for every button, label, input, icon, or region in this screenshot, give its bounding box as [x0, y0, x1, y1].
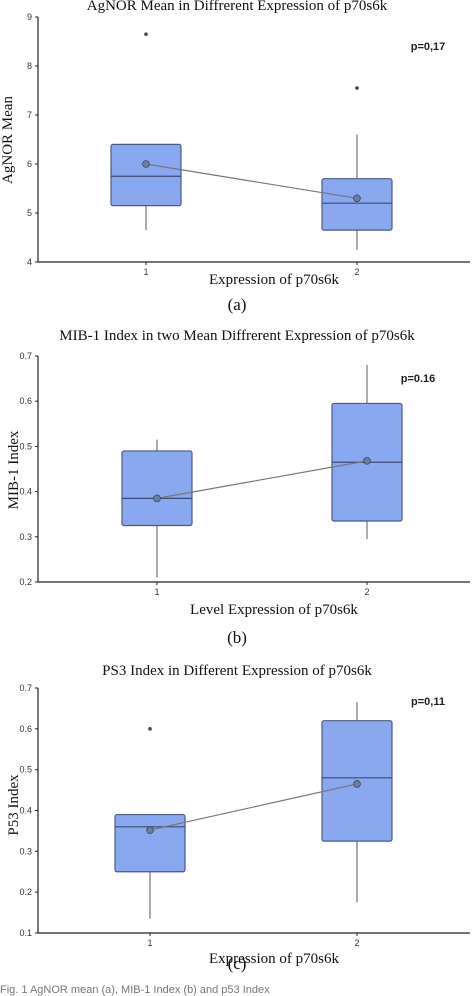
- box-iqr: [321, 178, 393, 231]
- x-axis-label: Expression of p70s6k: [209, 272, 339, 288]
- x-tick-label: 1: [154, 587, 159, 597]
- mean-marker: [146, 826, 154, 834]
- chart-title: AgNOR Mean in Diffrerent Expression of p…: [86, 0, 388, 14]
- mean-connector-line: [145, 163, 358, 199]
- figure-caption: Fig. 1 AgNOR mean (a), MIB-1 Index (b) a…: [0, 984, 270, 996]
- y-tick-label: 0.3: [19, 846, 32, 856]
- mean-marker: [153, 494, 161, 503]
- y-tick-label: 0.6: [19, 396, 32, 406]
- p-value-annotation: p=0,17: [411, 41, 446, 53]
- y-tick-label: 0.1: [19, 928, 32, 938]
- y-tick-label: 0.7: [19, 683, 32, 693]
- y-tick-label: 0.2: [19, 887, 32, 897]
- x-tick-label: 1: [147, 938, 152, 948]
- box-group-2: [321, 86, 393, 250]
- y-tick-label: 8: [27, 61, 32, 71]
- p-value-annotation: p=0.16: [401, 373, 436, 385]
- y-tick-label: 0.7: [19, 351, 32, 361]
- y-tick-label: 0.6: [19, 724, 32, 734]
- mean-connector-line: [156, 460, 368, 499]
- panel-label: (c): [227, 954, 247, 973]
- y-tick-label: 0.2: [19, 577, 32, 587]
- mean-marker: [353, 194, 361, 203]
- y-tick-label: 0.3: [19, 532, 32, 542]
- outlier-point: [144, 32, 148, 36]
- chart-title: MIB-1 Index in two Mean Diffrerent Expre…: [59, 328, 415, 344]
- box-group-2: [321, 702, 393, 903]
- y-axis-label: P53 Index: [6, 774, 22, 836]
- y-tick-label: 5: [27, 208, 32, 218]
- x-axis-label: Expression of p70s6k: [209, 951, 339, 967]
- box-group-1: [110, 32, 182, 231]
- panel-label: (b): [227, 628, 247, 647]
- y-tick-label: 0.5: [19, 441, 32, 451]
- x-tick-label: 2: [354, 267, 359, 277]
- x-tick-label: 2: [354, 938, 359, 948]
- y-tick-label: 0.4: [19, 487, 32, 497]
- box-group-1: [114, 727, 186, 919]
- box-iqr: [110, 143, 182, 207]
- y-tick-label: 6: [27, 159, 32, 169]
- y-tick-label: 7: [27, 110, 32, 120]
- x-tick-label: 2: [364, 587, 369, 597]
- x-axis-label: Level Expression of p70s6k: [190, 602, 358, 618]
- box-group-1: [121, 439, 193, 578]
- boxplot-agnor-svg: 4 5 6 7 8 9 1 2 p=0,17 AgNOR Mean Expression of p7…: [0, 12, 470, 288]
- outlier-point: [355, 86, 359, 90]
- y-tick-label: 0.4: [19, 806, 32, 816]
- p-value-annotation: p=0,11: [411, 696, 445, 708]
- panel-label: (a): [227, 295, 247, 314]
- y-tick-label: 0.5: [19, 765, 32, 775]
- y-tick-label: 9: [27, 12, 32, 22]
- chart-title: PS3 Index in Different Expression of p70…: [102, 663, 372, 679]
- mean-marker: [363, 457, 371, 465]
- mean-marker: [142, 160, 150, 168]
- outlier-point: [148, 727, 152, 731]
- mean-connector-line: [149, 783, 358, 831]
- y-axis-label: MIB-1 Index: [6, 430, 22, 509]
- box-iqr: [121, 450, 193, 527]
- y-axis-label: AgNOR Mean: [0, 96, 16, 184]
- mean-marker: [353, 780, 361, 788]
- box-iqr: [114, 813, 186, 873]
- y-tick-label: 4: [27, 257, 32, 267]
- x-tick-label: 1: [143, 267, 148, 277]
- boxplot-mib1-svg: 0.2 0.3 0.4 0.5 0.6 0.7 1 2 p=0.16 MIB-1 Index Lev…: [6, 351, 470, 618]
